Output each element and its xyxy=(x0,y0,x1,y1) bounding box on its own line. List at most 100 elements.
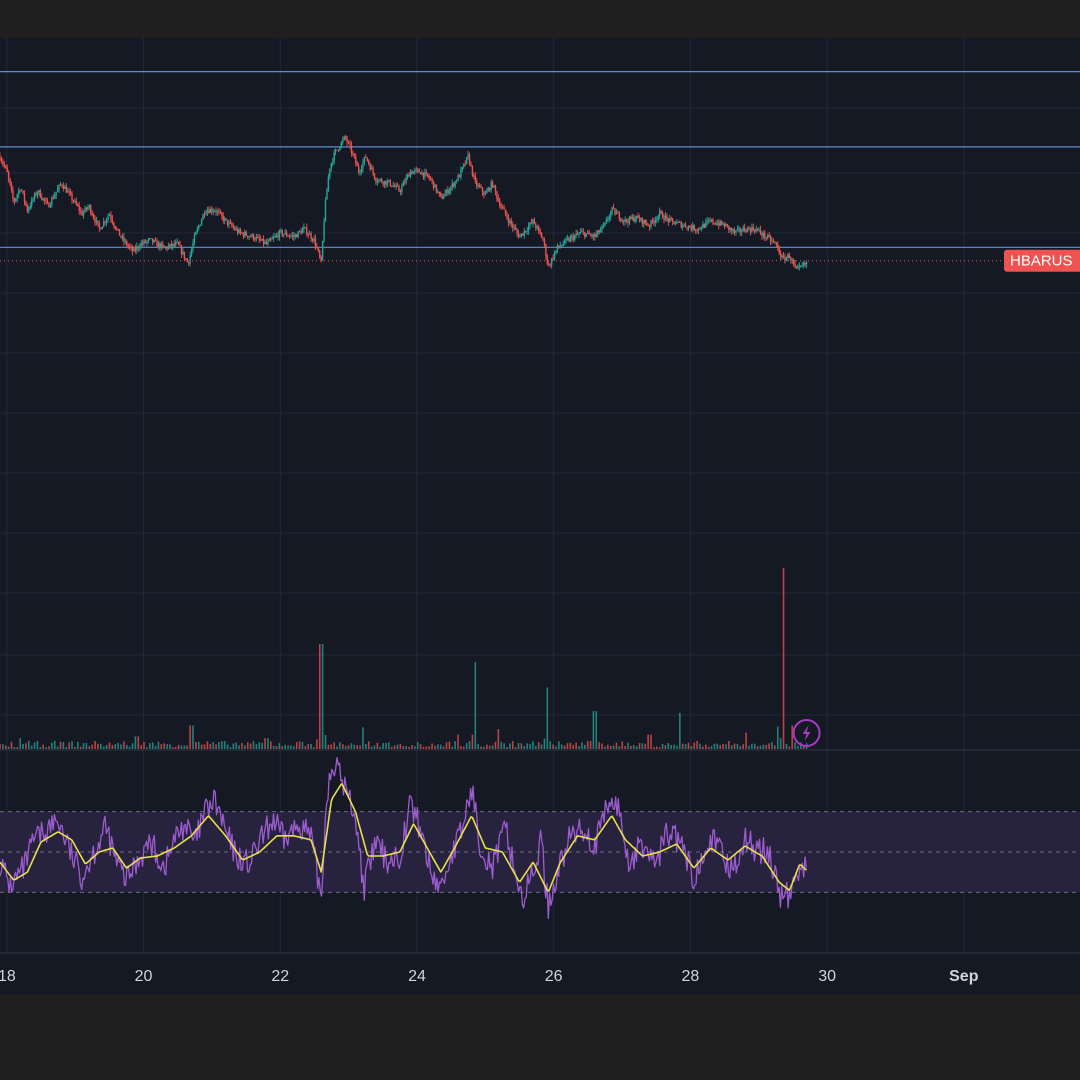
candle-body xyxy=(56,188,59,193)
candle-body xyxy=(77,204,79,207)
candle-body xyxy=(352,152,354,154)
candle-body xyxy=(110,214,112,219)
candle-body xyxy=(755,228,757,232)
candle-body xyxy=(588,232,590,235)
candle-body xyxy=(529,222,531,227)
volume-bar xyxy=(552,744,554,749)
horizontal-levels[interactable] xyxy=(0,71,1080,262)
candle-body xyxy=(503,207,505,210)
candle-body xyxy=(265,242,268,245)
candlestick-chart[interactable]: 18 20 22 24 26 28 30 Sep HBARUS xyxy=(0,38,1080,994)
volume-bar xyxy=(2,744,4,749)
candle-body xyxy=(790,258,792,261)
lightning-icon-circle[interactable] xyxy=(792,719,821,747)
x-tick-label-22: 22 xyxy=(271,968,289,985)
candle-body xyxy=(68,191,70,193)
volume-bar xyxy=(503,743,505,749)
candle-body xyxy=(13,198,16,202)
volume-bar xyxy=(618,746,621,749)
candle-body xyxy=(46,201,49,204)
candle-body xyxy=(454,181,456,187)
candle-body xyxy=(722,223,724,225)
x-axis: 18 20 22 24 26 28 30 Sep xyxy=(0,968,979,985)
candle-body xyxy=(130,246,132,248)
volume-bar xyxy=(373,745,376,749)
volume-bar xyxy=(275,746,278,749)
candle-body xyxy=(643,220,645,225)
volume-bar xyxy=(241,743,243,749)
candle-body xyxy=(555,250,557,254)
candle-body xyxy=(435,184,438,192)
volume-bar xyxy=(612,745,615,749)
candle-body xyxy=(29,206,31,209)
candle-body xyxy=(545,244,547,257)
volume-bar xyxy=(575,742,577,749)
volume-bar xyxy=(408,746,410,749)
candle-body xyxy=(198,226,200,229)
candle-body xyxy=(215,211,217,213)
candle-body xyxy=(709,220,711,222)
candle-body xyxy=(693,225,695,231)
volume-bar xyxy=(647,734,649,749)
candle-body xyxy=(460,169,462,178)
candle-body xyxy=(473,175,475,177)
candle-body xyxy=(568,238,570,242)
candle-body xyxy=(175,242,177,246)
candle-body xyxy=(343,136,345,140)
volume-bar xyxy=(13,746,16,749)
volume-bar xyxy=(195,742,197,749)
candle-body xyxy=(389,180,392,186)
candle-body xyxy=(294,234,296,237)
candle-body xyxy=(735,230,737,233)
volume-bar xyxy=(28,740,30,749)
candle-body xyxy=(402,182,404,187)
candle-body xyxy=(45,200,47,202)
volume-bar xyxy=(327,744,330,749)
candle-body xyxy=(497,198,500,202)
volume-bar xyxy=(736,743,739,749)
candle-body xyxy=(671,218,674,222)
candle-body xyxy=(474,175,477,181)
candle-body xyxy=(797,266,799,269)
alert-icon[interactable] xyxy=(792,719,821,747)
candle-body xyxy=(751,227,753,232)
candle-body xyxy=(792,259,795,264)
candle-body xyxy=(781,255,783,258)
candle-body xyxy=(442,196,445,199)
candle-body xyxy=(561,245,563,247)
candle-body xyxy=(736,228,739,231)
candle-body xyxy=(195,231,197,236)
volume-bar xyxy=(304,746,307,749)
volume-bar xyxy=(483,746,485,749)
candle-body xyxy=(571,236,573,238)
candle-body xyxy=(19,190,21,192)
candle-body xyxy=(553,253,556,259)
candle-body xyxy=(458,175,461,178)
candle-body xyxy=(798,265,801,267)
volume-bar xyxy=(425,746,428,749)
x-tick-label-Sep: Sep xyxy=(949,968,979,985)
candle-body xyxy=(379,179,381,181)
candle-body xyxy=(278,230,281,238)
volume-bar xyxy=(347,745,350,749)
volume-bar xyxy=(365,743,367,749)
lightning-icon[interactable] xyxy=(802,725,811,741)
volume-bar xyxy=(244,745,246,749)
candle-body xyxy=(500,206,502,208)
candle-body xyxy=(615,212,618,215)
candle-body xyxy=(151,238,154,243)
candle-body xyxy=(666,215,668,219)
volume-bar xyxy=(624,745,626,749)
volume-bar xyxy=(523,746,526,749)
panel-separators xyxy=(0,749,1080,954)
chart-area[interactable]: 18 20 22 24 26 28 30 Sep HBARUS xyxy=(0,38,1080,994)
volume-bar xyxy=(298,741,301,749)
volume-bar xyxy=(431,743,433,749)
volume-bar xyxy=(609,746,612,749)
candle-body xyxy=(422,172,425,178)
volume-bar xyxy=(537,742,540,749)
candle-body xyxy=(549,264,551,266)
candle-body xyxy=(396,185,399,187)
candle-body xyxy=(679,222,681,223)
candle-body xyxy=(566,238,569,240)
